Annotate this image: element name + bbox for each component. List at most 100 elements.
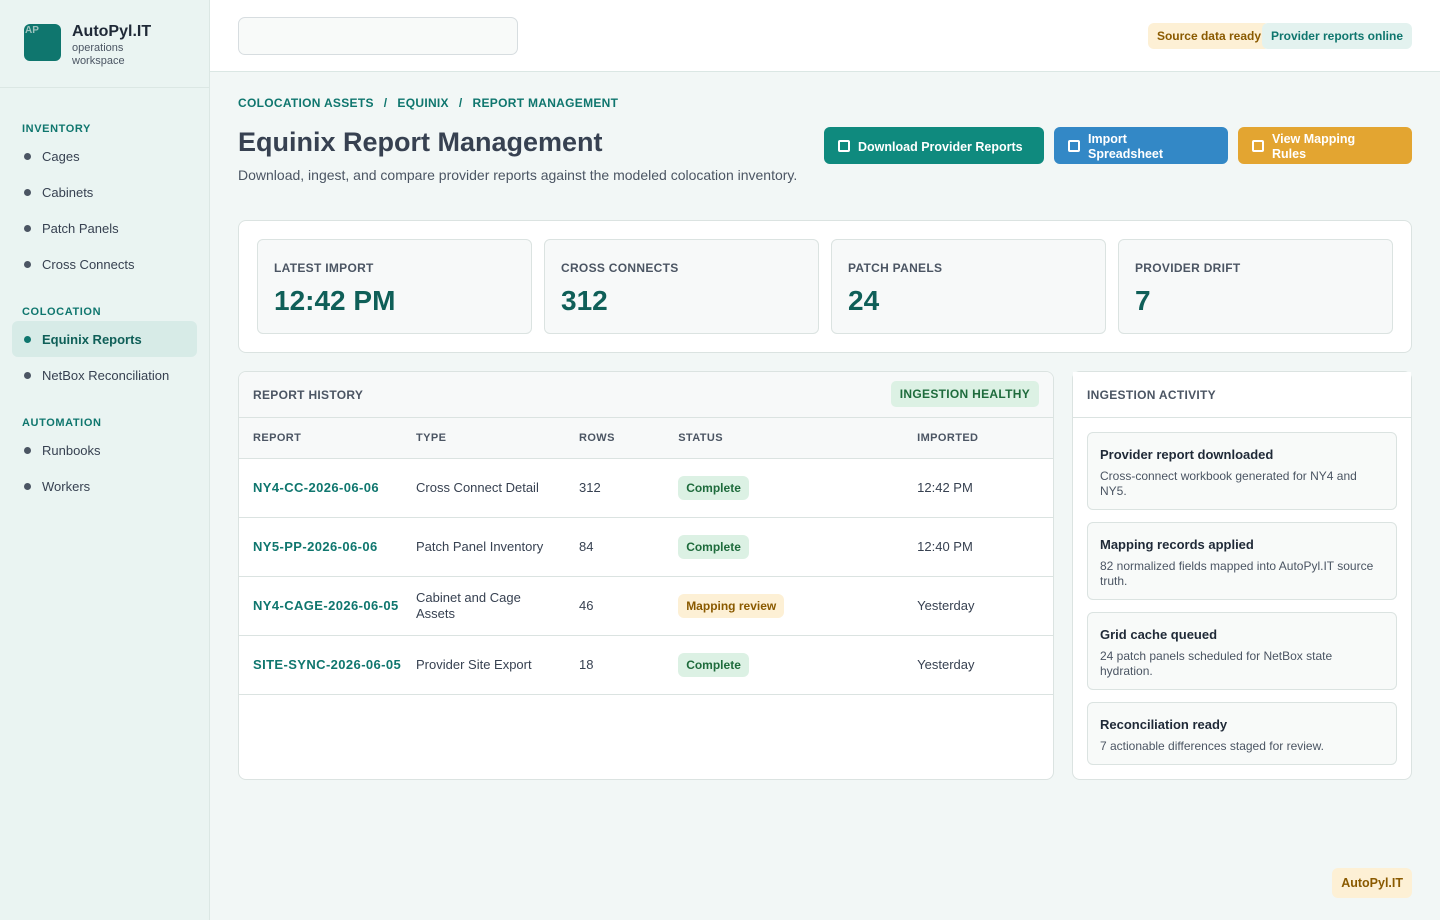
bullet-icon: [24, 446, 31, 454]
sidebar-item-label: Cross Connects: [42, 256, 135, 272]
button-label: Import Spreadsheet: [1088, 132, 1164, 161]
nav-title-inventory: INVENTORY: [22, 123, 91, 135]
stats-panel: LATEST IMPORT 12:42 PM CROSS CONNECTS 31…: [238, 220, 1412, 353]
report-rows: 18: [565, 635, 665, 695]
breadcrumb: COLOCATION ASSETS / EQUINIX / REPORT MAN…: [238, 96, 618, 110]
activity-item[interactable]: Reconciliation ready 7 actionable differ…: [1087, 702, 1397, 765]
sidebar-item-label: Workers: [42, 478, 91, 494]
sidebar-item-runbooks[interactable]: Runbooks: [12, 432, 197, 468]
stat-label: CROSS CONNECTS: [561, 261, 679, 275]
view-mapping-rules-button[interactable]: View Mapping Rules: [1238, 127, 1412, 164]
nav-section-automation: AUTOMATION Runbooks Workers: [0, 414, 209, 504]
status-badge: Complete: [678, 652, 749, 677]
column-rows[interactable]: ROWS: [565, 418, 665, 459]
report-type: Cross Connect Detail: [402, 458, 565, 518]
nav-section-colocation: COLOCATION Equinix Reports NetBox Reconc…: [0, 303, 209, 393]
report-history-table: REPORT TYPE ROWS STATUS IMPORTED NY4-CC-…: [239, 418, 1053, 695]
report-id-link[interactable]: NY4-CAGE-2026-06-05: [239, 576, 402, 636]
download-provider-reports-button[interactable]: Download Provider Reports: [824, 127, 1044, 164]
bullet-icon: [24, 224, 31, 232]
status-badge: Mapping review: [678, 593, 785, 618]
stat-value: 312: [561, 285, 608, 316]
activity-description: 7 actionable differences staged for revi…: [1100, 739, 1324, 753]
stat-label: PATCH PANELS: [848, 261, 943, 275]
activity-item[interactable]: Grid cache queued 24 patch panels schedu…: [1087, 612, 1397, 690]
report-rows: 312: [565, 458, 665, 518]
bullet-icon: [24, 260, 31, 268]
column-type[interactable]: TYPE: [402, 418, 565, 459]
report-type: Provider Site Export: [402, 635, 565, 695]
sidebar-item-cages[interactable]: Cages: [12, 138, 197, 174]
bullet-icon: [24, 371, 31, 379]
bullet-icon: [24, 482, 31, 490]
page-title: Equinix Report Management: [238, 127, 603, 157]
report-history-title: REPORT HISTORY: [253, 388, 364, 402]
sidebar-item-cross-connects[interactable]: Cross Connects: [12, 246, 197, 282]
report-imported: Yesterday: [903, 576, 1053, 636]
report-history-panel: REPORT HISTORY INGESTION HEALTHY REPORT …: [238, 371, 1054, 780]
report-id-link[interactable]: NY4-CC-2026-06-06: [239, 458, 402, 518]
table-row[interactable]: SITE-SYNC-2026-06-05 Provider Site Expor…: [239, 635, 1053, 695]
breadcrumb-colocation-assets[interactable]: COLOCATION ASSETS: [238, 96, 374, 110]
column-report[interactable]: REPORT: [239, 418, 402, 459]
report-type: Cabinet and Cage Assets: [402, 576, 565, 636]
activity-description: Cross-connect workbook generated for NY4…: [1100, 469, 1357, 498]
brand-logo-icon: AP: [24, 24, 61, 61]
column-status[interactable]: STATUS: [664, 418, 904, 459]
report-rows: 46: [565, 576, 665, 636]
nav-title-colocation: COLOCATION: [22, 306, 102, 318]
column-imported[interactable]: IMPORTED: [903, 418, 1053, 459]
sidebar-item-label: NetBox Reconciliation: [42, 367, 170, 383]
sidebar-item-cabinets[interactable]: Cabinets: [12, 174, 197, 210]
activity-item[interactable]: Provider report downloaded Cross-connect…: [1087, 432, 1397, 510]
button-label: View Mapping Rules: [1272, 132, 1356, 161]
ingestion-activity-header: INGESTION ACTIVITY: [1073, 372, 1411, 418]
sidebar: AP AutoPyl.IT operations workspace INVEN…: [0, 0, 210, 920]
report-imported: Yesterday: [903, 635, 1053, 695]
button-label: Download Provider Reports: [858, 139, 1023, 154]
checkbox-icon: [1252, 140, 1264, 152]
status-badge: Complete: [678, 475, 749, 500]
table-row[interactable]: NY5-PP-2026-06-06 Patch Panel Inventory …: [239, 517, 1053, 577]
breadcrumb-equinix[interactable]: EQUINIX: [397, 96, 449, 110]
sidebar-item-label: Cages: [42, 148, 80, 164]
report-imported: 12:40 PM: [903, 517, 1053, 577]
report-rows: 84: [565, 517, 665, 577]
import-spreadsheet-button[interactable]: Import Spreadsheet: [1054, 127, 1228, 164]
nav-section-inventory: INVENTORY Cages Cabinets Patch Panels Cr…: [0, 120, 209, 282]
activity-title: Mapping records applied: [1100, 537, 1254, 552]
sidebar-item-label: Equinix Reports: [42, 331, 142, 347]
sidebar-item-netbox-reconciliation[interactable]: NetBox Reconciliation: [12, 357, 197, 393]
provider-reports-badge: Provider reports online: [1261, 23, 1412, 49]
sidebar-item-workers[interactable]: Workers: [12, 468, 197, 504]
breadcrumb-separator: /: [458, 96, 463, 110]
stat-label: LATEST IMPORT: [274, 261, 374, 275]
brand[interactable]: AP AutoPyl.IT operations workspace: [0, 0, 209, 88]
report-id-link[interactable]: SITE-SYNC-2026-06-05: [239, 635, 402, 695]
sidebar-item-label: Patch Panels: [42, 220, 119, 236]
checkbox-icon: [838, 140, 850, 152]
stat-label: PROVIDER DRIFT: [1135, 261, 1241, 275]
checkbox-icon: [1068, 140, 1080, 152]
table-row[interactable]: NY4-CAGE-2026-06-05 Cabinet and Cage Ass…: [239, 576, 1053, 636]
sidebar-item-equinix-reports[interactable]: Equinix Reports: [12, 321, 197, 357]
brand-name: AutoPyl.IT: [72, 23, 152, 40]
footer-brand-badge: AutoPyl.IT: [1332, 868, 1412, 898]
stat-cross-connects: CROSS CONNECTS 312: [544, 239, 819, 334]
breadcrumb-separator: /: [383, 96, 388, 110]
activity-title: Grid cache queued: [1100, 627, 1218, 642]
stat-value: 12:42 PM: [274, 285, 396, 316]
ingestion-healthy-badge: INGESTION HEALTHY: [890, 381, 1039, 407]
table-header-row: REPORT TYPE ROWS STATUS IMPORTED: [239, 418, 1053, 459]
sidebar-item-patch-panels[interactable]: Patch Panels: [12, 210, 197, 246]
sidebar-item-label: Runbooks: [42, 442, 101, 458]
brand-logo-text: AP: [25, 25, 39, 36]
table-row[interactable]: NY4-CC-2026-06-06 Cross Connect Detail 3…: [239, 458, 1053, 518]
report-status-cell: Complete: [664, 635, 904, 695]
report-id-link[interactable]: NY5-PP-2026-06-06: [239, 517, 402, 577]
ingestion-activity-title: INGESTION ACTIVITY: [1087, 388, 1216, 402]
activity-item[interactable]: Mapping records applied 82 normalized fi…: [1087, 522, 1397, 600]
search-input[interactable]: [238, 17, 518, 55]
report-type: Patch Panel Inventory: [402, 517, 565, 577]
